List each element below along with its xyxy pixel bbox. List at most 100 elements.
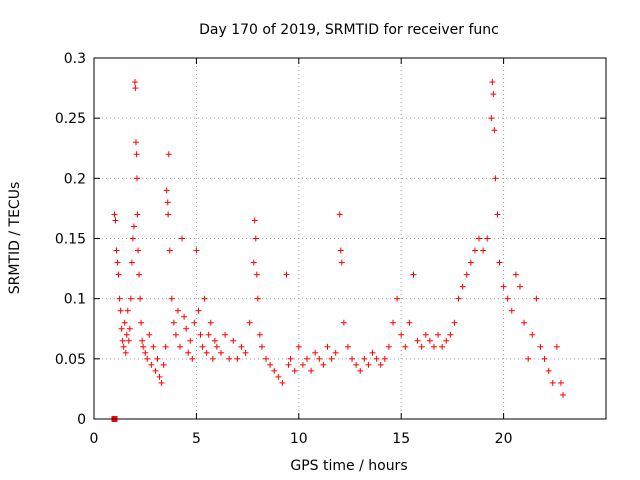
data-point — [251, 217, 258, 224]
data-point — [252, 235, 259, 242]
data-point — [253, 271, 260, 278]
data-point — [195, 307, 202, 314]
data-point — [467, 259, 474, 266]
data-point — [488, 115, 495, 122]
data-point — [504, 295, 511, 302]
data-point — [172, 331, 179, 338]
data-point — [133, 151, 140, 158]
data-point — [336, 211, 343, 218]
data-point — [369, 349, 376, 356]
data-point — [320, 361, 327, 368]
data-point — [340, 319, 347, 326]
data-point — [211, 337, 218, 344]
data-point — [177, 343, 184, 350]
data-point — [337, 247, 344, 254]
data-point — [114, 259, 121, 266]
data-point — [491, 127, 498, 134]
data-point — [529, 331, 536, 338]
data-point — [459, 283, 466, 290]
y-tick-label: 0.1 — [64, 292, 86, 308]
data-point — [135, 247, 142, 254]
data-point — [234, 355, 241, 362]
data-point — [283, 271, 290, 278]
y-tick-label: 0 — [77, 412, 86, 428]
x-axis-label: GPS time / hours — [290, 458, 407, 474]
data-point — [217, 349, 224, 356]
data-point — [193, 247, 200, 254]
data-point — [170, 319, 177, 326]
data-point — [463, 271, 470, 278]
points-layer — [111, 79, 566, 422]
data-point — [203, 349, 210, 356]
data-point — [131, 79, 138, 86]
data-point — [111, 211, 118, 218]
data-point — [134, 211, 141, 218]
data-point — [541, 355, 548, 362]
data-point — [521, 319, 528, 326]
data-point — [116, 295, 123, 302]
data-point — [166, 247, 173, 254]
data-point — [455, 295, 462, 302]
data-point — [316, 355, 323, 362]
data-point — [418, 343, 425, 350]
data-point — [494, 211, 501, 218]
y-tick-label: 0.05 — [55, 352, 86, 368]
data-point — [128, 259, 135, 266]
data-point — [165, 211, 172, 218]
data-point — [533, 295, 540, 302]
data-point — [199, 343, 206, 350]
data-point — [256, 331, 263, 338]
data-point — [197, 331, 204, 338]
data-point — [525, 355, 532, 362]
data-point — [112, 217, 119, 224]
data-point — [549, 379, 556, 386]
data-point — [137, 295, 144, 302]
data-point — [357, 367, 364, 374]
data-point — [279, 379, 286, 386]
y-tick-label: 0.3 — [64, 51, 86, 67]
data-point — [353, 361, 360, 368]
data-point — [537, 343, 544, 350]
data-point — [557, 379, 564, 386]
data-point — [385, 343, 392, 350]
data-point — [500, 283, 507, 290]
data-point — [267, 361, 274, 368]
data-point — [553, 343, 560, 350]
data-point — [165, 151, 172, 158]
data-point — [162, 343, 169, 350]
data-point — [258, 343, 265, 350]
data-point — [443, 337, 450, 344]
data-point — [183, 325, 190, 332]
data-point — [545, 367, 552, 374]
data-point — [402, 343, 409, 350]
data-point — [226, 355, 233, 362]
data-point — [490, 91, 497, 98]
data-point — [164, 199, 171, 206]
data-point — [139, 337, 146, 344]
data-point — [230, 337, 237, 344]
data-point — [127, 295, 134, 302]
data-point — [144, 355, 151, 362]
data-point — [168, 295, 175, 302]
data-point — [303, 355, 310, 362]
data-point — [381, 355, 388, 362]
data-point — [361, 355, 368, 362]
data-point — [559, 391, 566, 398]
y-tick-label: 0.25 — [55, 111, 86, 127]
data-point — [136, 271, 143, 278]
data-point — [120, 343, 127, 350]
data-point — [132, 139, 139, 146]
data-point — [152, 367, 159, 374]
data-point — [185, 349, 192, 356]
data-point — [373, 355, 380, 362]
y-tick-label: 0.15 — [55, 232, 86, 248]
data-point — [129, 235, 136, 242]
data-point — [489, 79, 496, 86]
data-point — [496, 259, 503, 266]
data-point — [398, 331, 405, 338]
x-tick-label: 5 — [192, 431, 201, 447]
data-point — [115, 271, 122, 278]
data-point — [410, 271, 417, 278]
data-point — [146, 331, 153, 338]
